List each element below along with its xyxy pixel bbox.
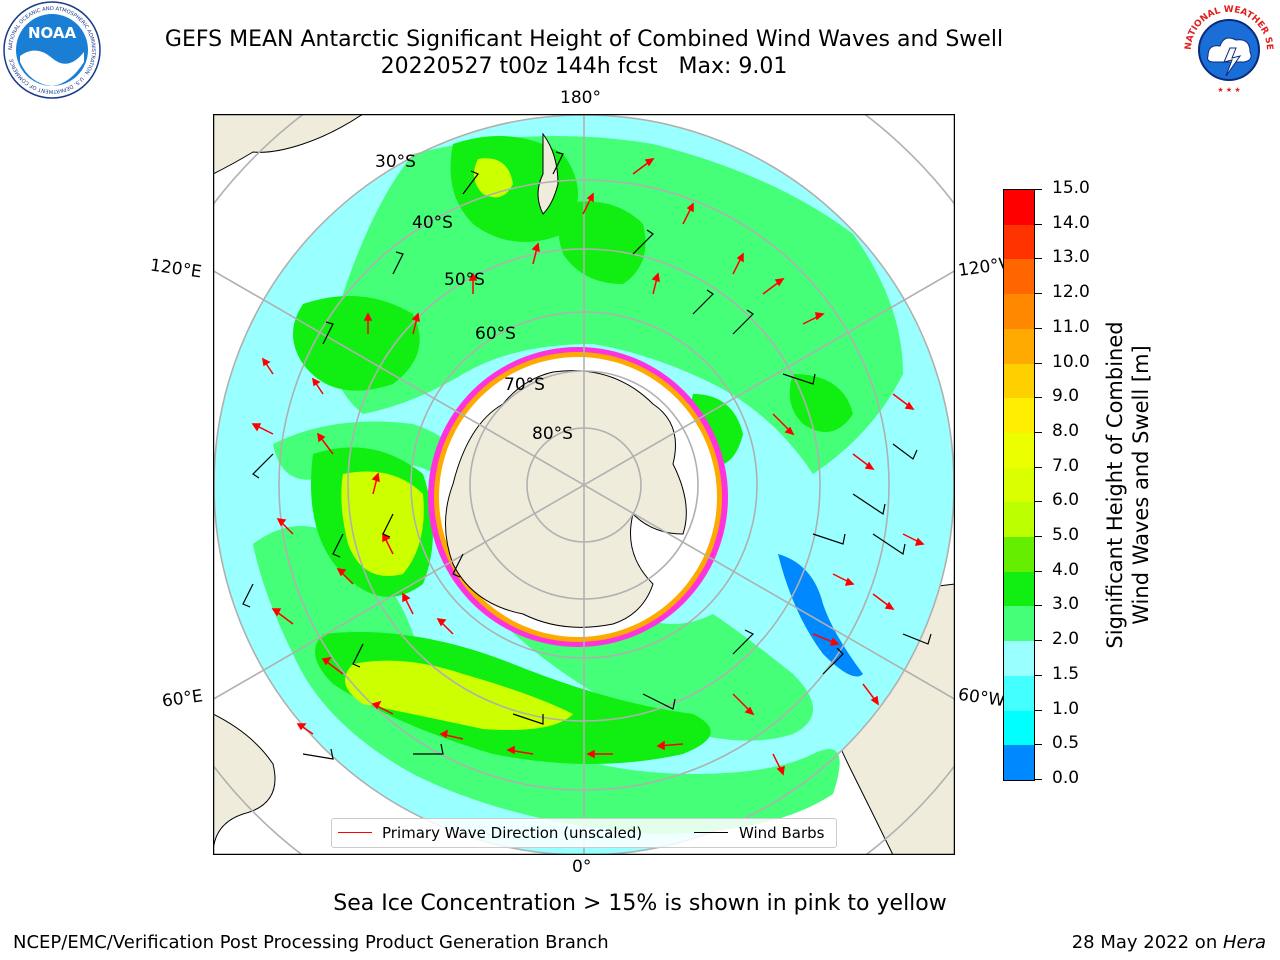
lon-label-60w: 60°W — [956, 684, 1007, 712]
colorbar-tick-mark — [1034, 293, 1042, 295]
colorbar-tick-label: 2.0 — [1052, 629, 1080, 650]
lat-label-50s: 50°S — [444, 270, 485, 290]
legend-wind-barbs: Wind Barbs — [739, 824, 825, 842]
colorbar-segment — [1004, 641, 1034, 676]
sea-ice-note: Sea Ice Concentration > 15% is shown in … — [333, 891, 947, 916]
colorbar-tick-label: 8.0 — [1052, 420, 1080, 441]
colorbar-segment — [1004, 432, 1034, 468]
colorbar-tick-label: 5.0 — [1052, 525, 1080, 546]
colorbar-tick-mark — [1034, 431, 1042, 433]
colorbar-tick-mark — [1034, 779, 1042, 780]
colorbar-tick-label: 1.0 — [1052, 698, 1080, 719]
wave-region-high-5 — [558, 201, 646, 284]
lon-label-120e: 120°E — [148, 255, 203, 283]
colorbar — [1003, 189, 1035, 781]
colorbar-segment — [1004, 675, 1034, 711]
wind-barbs — [242, 151, 932, 760]
wave-region-high-7 — [789, 374, 853, 432]
colorbar-segment — [1004, 467, 1034, 503]
colorbar-segment — [1004, 606, 1034, 642]
lon-label-0: 0° — [572, 857, 592, 877]
colorbar-tick-mark — [1034, 640, 1042, 642]
wave-region-high-2 — [293, 296, 420, 391]
colorbar-tick-mark — [1034, 501, 1042, 503]
colorbar-tick-label: 1.5 — [1052, 663, 1080, 684]
lon-label-60e: 60°E — [160, 686, 205, 712]
lat-label-30s: 30°S — [375, 152, 416, 172]
wave-peak-2 — [345, 660, 573, 730]
colorbar-tick-mark — [1034, 570, 1042, 572]
colorbar-tick-label: 6.0 — [1052, 490, 1080, 511]
wave-peak-1 — [341, 471, 424, 576]
colorbar-tick-mark — [1034, 605, 1042, 607]
colorbar-tick-mark — [1034, 674, 1042, 676]
noaa-logo-text: NOAA — [28, 24, 77, 42]
map-panel — [212, 113, 956, 856]
land-antarctica — [445, 370, 687, 628]
colorbar-tick-mark — [1034, 397, 1042, 399]
colorbar-segment — [1004, 745, 1034, 780]
land-new-zealand — [537, 132, 559, 215]
nws-logo-icon: NATIONAL WEATHER SERVICE ★ ★ ★ — [1175, 0, 1280, 100]
colorbar-tick-label: 3.0 — [1052, 594, 1080, 615]
colorbar-title: Significant Height of Combined Wind Wave… — [1103, 321, 1153, 649]
colorbar-segment — [1004, 224, 1034, 260]
colorbar-tick-label: 10.0 — [1052, 351, 1090, 372]
colorbar-segment — [1004, 363, 1034, 399]
wave-low-coast — [778, 554, 863, 677]
colorbar-tick-label: 15.0 — [1052, 178, 1090, 198]
svg-text:★ ★ ★: ★ ★ ★ — [1217, 86, 1240, 94]
colorbar-tick-mark — [1034, 362, 1042, 364]
colorbar-tick-label: 7.0 — [1052, 455, 1080, 476]
colorbar-tick-label: 0.5 — [1052, 733, 1080, 754]
lat-label-80s: 80°S — [532, 424, 573, 444]
wave-direction-arrows — [251, 158, 925, 776]
colorbar-tick-label: 14.0 — [1052, 212, 1090, 233]
map-legend: Primary Wave Direction (unscaled) Wind B… — [331, 818, 837, 848]
colorbar-tick-mark — [1034, 709, 1042, 711]
lat-label-60s: 60°S — [475, 324, 516, 344]
colorbar-segment — [1004, 710, 1034, 746]
colorbar-segment — [1004, 328, 1034, 364]
colorbar-segment — [1004, 537, 1034, 572]
colorbar-segment — [1004, 190, 1034, 225]
chart-subtitle: 20220527 t00z 144h fcst Max: 9.01 — [380, 54, 788, 79]
wave-region-indian-outer — [253, 526, 840, 834]
lon-label-180: 180° — [560, 88, 601, 108]
legend-wave-direction: Primary Wave Direction (unscaled) — [382, 824, 643, 842]
colorbar-tick-label: 0.0 — [1052, 768, 1080, 788]
footer-host: Hera — [1222, 932, 1266, 953]
colorbar-tick-mark — [1034, 536, 1042, 538]
colorbar-tick-label: 13.0 — [1052, 247, 1090, 268]
colorbar-tick-mark — [1034, 466, 1042, 468]
colorbar-tick-label: 4.0 — [1052, 559, 1080, 580]
colorbar-tick-mark — [1034, 258, 1042, 260]
colorbar-segment — [1004, 259, 1034, 295]
colorbar-tick-mark — [1034, 327, 1042, 329]
colorbar-tick-label: 11.0 — [1052, 316, 1090, 337]
wave-peak-3 — [474, 158, 513, 198]
lat-label-70s: 70°S — [504, 375, 545, 395]
lat-label-40s: 40°S — [412, 213, 453, 233]
map-svg — [212, 113, 956, 856]
wind-barb-legend-icon — [694, 832, 728, 833]
land-australia — [213, 114, 364, 175]
colorbar-tick-mark — [1034, 189, 1042, 190]
colorbar-tick-label: 12.0 — [1052, 282, 1090, 303]
wave-direction-legend-icon — [338, 832, 372, 833]
colorbar-segment — [1004, 502, 1034, 538]
colorbar-segment — [1004, 294, 1034, 329]
colorbar-tick-mark — [1034, 223, 1042, 225]
colorbar-tick-label: 9.0 — [1052, 386, 1080, 407]
chart-title: GEFS MEAN Antarctic Significant Height o… — [164, 27, 1004, 52]
footer-date: 28 May 2022 on Hera — [1071, 932, 1266, 953]
colorbar-segment — [1004, 571, 1034, 607]
colorbar-tick-mark — [1034, 744, 1042, 746]
colorbar-segment — [1004, 398, 1034, 433]
land-africa — [213, 713, 276, 855]
noaa-logo-icon: NOAA NATIONAL OCEANIC AND ATMOSPHERIC AD… — [0, 0, 104, 100]
footer-org: NCEP/EMC/Verification Post Processing Pr… — [13, 932, 609, 953]
